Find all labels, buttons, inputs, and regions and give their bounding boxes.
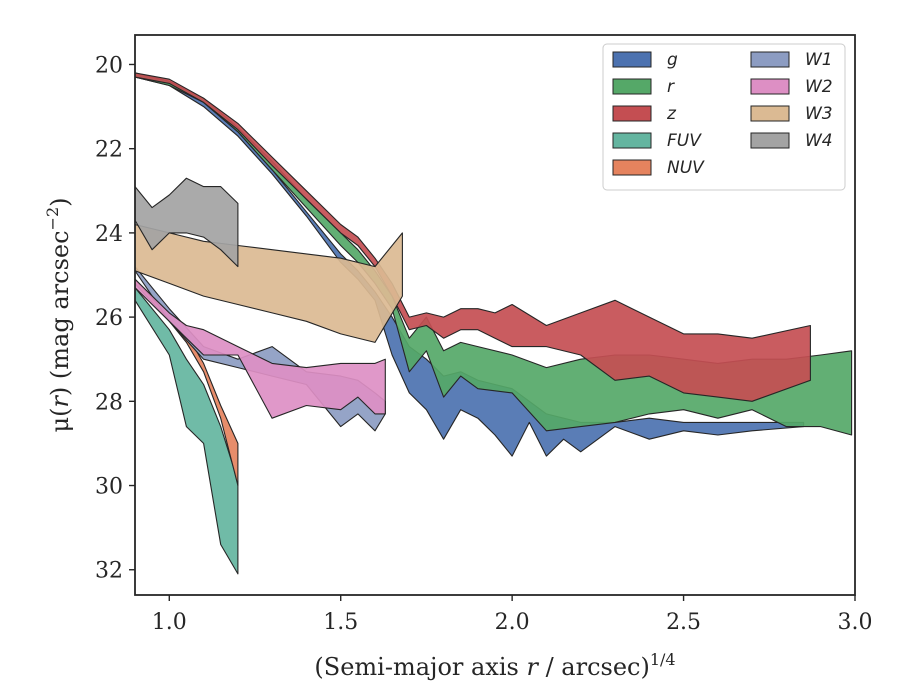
legend-swatch-w4 xyxy=(750,132,790,149)
legend-swatch-w1 xyxy=(750,51,790,68)
plot-frame xyxy=(134,34,856,596)
y-tick-label: 30 xyxy=(95,475,123,500)
legend-label-w2: W2 xyxy=(805,77,833,97)
legend-swatch-r xyxy=(612,78,652,95)
y-tick-label: 28 xyxy=(95,390,123,415)
y-tick-label: 22 xyxy=(95,138,123,163)
y-tick-label: 20 xyxy=(95,53,123,78)
legend-swatch-fuv xyxy=(612,132,652,149)
legend-label-w4: W4 xyxy=(805,131,833,151)
y-axis-ticks: 20 22 24 26 28 30 32 xyxy=(95,53,135,584)
legend-label-z: z xyxy=(666,104,677,124)
y-axis-title-post: ) xyxy=(46,197,74,206)
legend-swatch-nuv xyxy=(612,159,652,176)
x-axis-title-pre: (Semi-major axis xyxy=(314,653,526,681)
y-tick-label: 24 xyxy=(95,222,123,247)
x-tick-label: 1.5 xyxy=(323,610,358,635)
x-tick-label: 1.0 xyxy=(152,610,187,635)
y-axis-title-mid: ) (mag arcsec xyxy=(46,230,74,396)
x-axis-ticks: 1.0 1.5 2.0 2.5 3.0 xyxy=(152,595,873,635)
legend-swatch-z xyxy=(612,105,652,122)
legend-label-nuv: NUV xyxy=(667,158,705,178)
legend-label-w1: W1 xyxy=(805,50,833,70)
y-axis-title-pre: μ( xyxy=(46,408,74,433)
y-axis-title: μ(r) (mag arcsec−2) xyxy=(43,197,74,432)
x-axis-title-sup: 1/4 xyxy=(650,650,676,669)
legend-swatch-w2 xyxy=(750,78,790,95)
legend-label-r: r xyxy=(667,77,675,97)
x-axis-title: (Semi-major axis r / arcsec)1/4 xyxy=(314,650,675,681)
legend-label-w3: W3 xyxy=(805,104,833,124)
band-w2 xyxy=(135,278,386,419)
y-tick-label: 26 xyxy=(95,306,123,331)
legend-label-g: g xyxy=(667,50,678,70)
y-axis-title-sup: −2 xyxy=(43,207,62,231)
x-tick-label: 2.0 xyxy=(495,610,530,635)
x-axis-title-var: r xyxy=(526,653,539,681)
band-fuv xyxy=(135,287,239,575)
y-axis-title-var: r xyxy=(46,395,74,408)
y-tick-label: 32 xyxy=(95,559,123,584)
x-tick-label: 3.0 xyxy=(838,610,873,635)
x-axis-title-post: / arcsec) xyxy=(538,653,650,681)
series-layer xyxy=(135,72,853,575)
legend-swatch-w3 xyxy=(750,105,790,122)
band-w4 xyxy=(135,177,239,268)
legend-swatch-g xyxy=(612,51,652,68)
legend-label-fuv: FUV xyxy=(667,131,702,151)
legend: grz FUV NUV W1 W2 W3 W4 xyxy=(602,43,846,191)
x-tick-label: 2.5 xyxy=(666,610,701,635)
